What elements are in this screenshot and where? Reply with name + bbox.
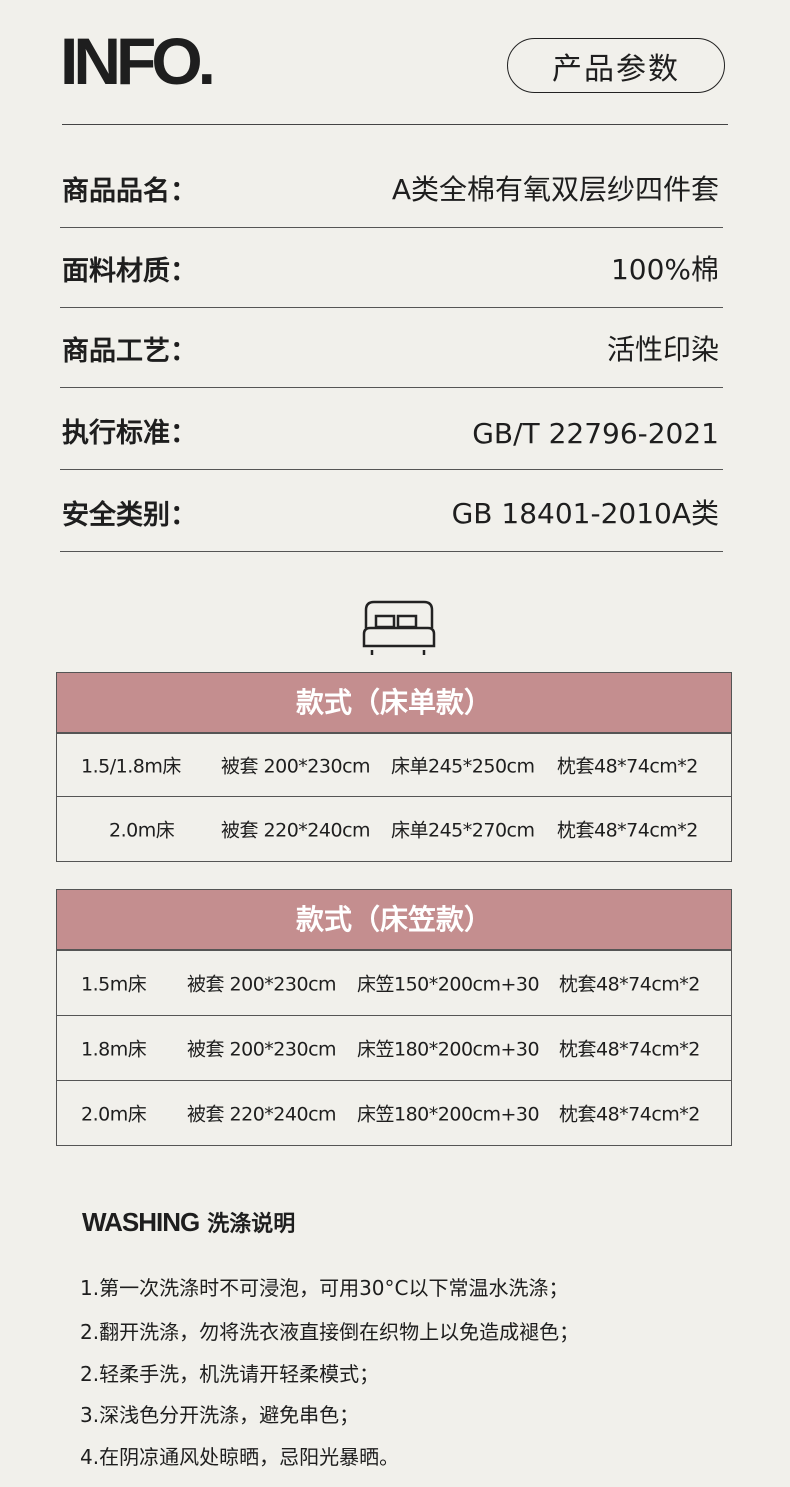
divider xyxy=(62,124,728,125)
param-row: 安全类别： GB 18401-2010A类 xyxy=(60,472,723,552)
param-label: 商品品名： xyxy=(62,176,197,207)
duvet-cover-cell: 被套 200*230cm xyxy=(221,755,371,778)
param-value: GB 18401-2010A类 xyxy=(451,497,719,530)
pillowcase-cell: 枕套48*74cm*2 xyxy=(557,755,698,778)
param-row: 商品品名： A类全棉有氧双层纱四件套 xyxy=(60,148,723,228)
divider xyxy=(60,469,723,470)
table-row: 2.0m床 被套 220*240cm 床单245*270cm 枕套48*74cm*2 xyxy=(57,796,731,861)
duvet-cover-cell: 被套 200*230cm xyxy=(187,973,337,996)
sheet-cell: 床笠150*200cm+30 xyxy=(357,973,540,996)
size-cell: 2.0m床 xyxy=(109,819,175,842)
table-row: 2.0m床 被套 220*240cm 床笠180*200cm+30 枕套48*74cm… xyxy=(57,1080,731,1145)
param-row: 面料材质： 100%棉 xyxy=(60,228,723,308)
size-cell: 1.5m床 xyxy=(81,973,147,996)
washing-instruction: 1.第一次洗涤时不可浸泡，可用30°C以下常温水洗涤； xyxy=(80,1276,569,1300)
sheet-cell: 床笠180*200cm+30 xyxy=(357,1103,540,1126)
sheet-cell: 床单245*270cm xyxy=(391,819,535,842)
washing-instruction: 2.翻开洗涤，勿将洗衣液直接倒在织物上以免造成褪色； xyxy=(80,1320,580,1344)
sheet-cell: 床笠180*200cm+30 xyxy=(357,1038,540,1061)
param-value: A类全棉有氧双层纱四件套 xyxy=(391,173,719,206)
param-label: 面料材质： xyxy=(62,256,197,287)
fitted-sheet-table: 款式（床笠款） 1.5m床 被套 200*230cm 床笠150*200cm+30 枕… xyxy=(56,889,732,1146)
param-row: 执行标准： GB/T 22796-2021 xyxy=(60,390,723,470)
param-label: 执行标准： xyxy=(62,418,197,449)
size-cell: 1.8m床 xyxy=(81,1038,147,1061)
param-value: GB/T 22796-2021 xyxy=(472,417,719,450)
washing-title-cn: 洗涤说明 xyxy=(207,1212,296,1237)
bed-icon xyxy=(358,598,440,660)
product-params-badge: 产品参数 xyxy=(507,38,725,93)
washing-instruction: 3.深浅色分开洗涤，避免串色； xyxy=(80,1403,360,1427)
pillowcase-cell: 枕套48*74cm*2 xyxy=(559,973,700,996)
table-row: 1.5/1.8m床 被套 200*230cm 床单245*250cm 枕套48*74c… xyxy=(57,733,731,796)
param-value: 活性印染 xyxy=(606,333,719,366)
param-label: 商品工艺： xyxy=(62,336,197,367)
divider xyxy=(60,307,723,308)
param-value: 100%棉 xyxy=(610,253,719,286)
duvet-cover-cell: 被套 220*240cm xyxy=(187,1103,337,1126)
size-cell: 2.0m床 xyxy=(81,1103,147,1126)
divider xyxy=(60,551,723,552)
washing-instruction: 2.轻柔手洗，机洗请开轻柔模式； xyxy=(80,1362,380,1386)
washing-title-en: WASHING xyxy=(82,1207,200,1237)
pillowcase-cell: 枕套48*74cm*2 xyxy=(559,1038,700,1061)
divider xyxy=(60,227,723,228)
table-title: 款式（床笠款） xyxy=(57,890,731,950)
divider xyxy=(60,387,723,388)
duvet-cover-cell: 被套 220*240cm xyxy=(221,819,371,842)
duvet-cover-cell: 被套 200*230cm xyxy=(187,1038,337,1061)
size-cell: 1.5/1.8m床 xyxy=(81,755,181,778)
washing-instruction: 4.在阴凉通风处晾晒，忌阳光暴晒。 xyxy=(80,1445,400,1469)
sheet-cell: 床单245*250cm xyxy=(391,755,535,778)
washing-title: WASHING 洗涤说明 xyxy=(82,1206,295,1238)
info-title: INFO. xyxy=(60,24,216,98)
param-row: 商品工艺： 活性印染 xyxy=(60,308,723,388)
table-title: 款式（床单款） xyxy=(57,673,731,733)
pillowcase-cell: 枕套48*74cm*2 xyxy=(557,819,698,842)
param-label: 安全类别： xyxy=(62,500,197,531)
flat-sheet-table: 款式（床单款） 1.5/1.8m床 被套 200*230cm 床单245*250cm… xyxy=(56,672,732,862)
table-row: 1.8m床 被套 200*230cm 床笠180*200cm+30 枕套48*74cm… xyxy=(57,1015,731,1080)
pillowcase-cell: 枕套48*74cm*2 xyxy=(559,1103,700,1126)
table-row: 1.5m床 被套 200*230cm 床笠150*200cm+30 枕套48*74cm… xyxy=(57,950,731,1015)
